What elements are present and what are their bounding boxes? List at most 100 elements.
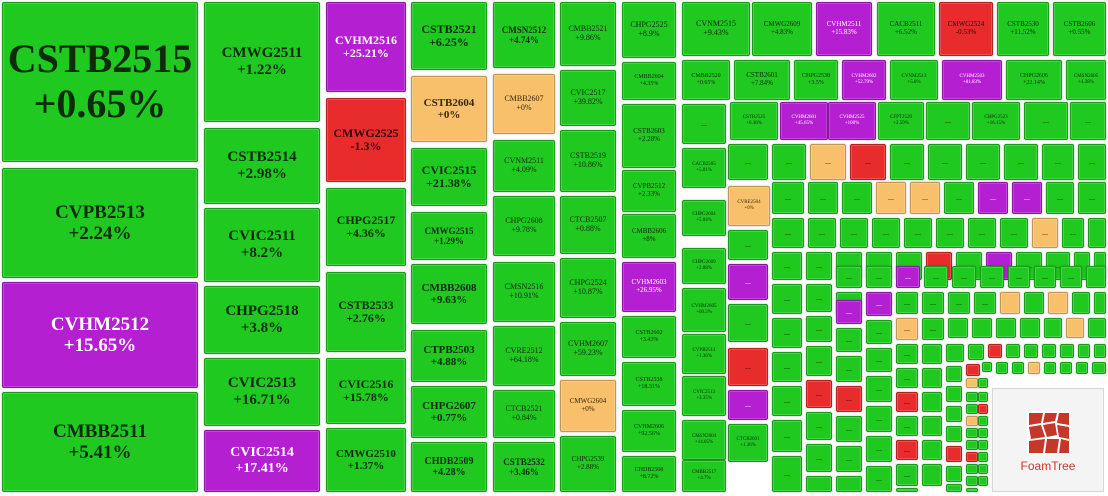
tile-collapsed-85[interactable]	[996, 318, 1016, 338]
tile-cmsn2512[interactable]: CMSN2512 +4.74%	[493, 2, 555, 68]
tile-collapsed-112[interactable]	[966, 364, 980, 376]
tile-cvic2516[interactable]: CVIC2516 +15.78%	[326, 358, 406, 424]
tile-collapsed-98[interactable]	[988, 344, 1002, 358]
tile-collapsed-135[interactable]	[922, 416, 942, 436]
tile-collapsed-86[interactable]	[1020, 318, 1040, 338]
tile-cfpt2520[interactable]: CFPT2520 +2.59%	[878, 102, 924, 140]
tile-collapsed-28[interactable]: ...	[872, 218, 900, 248]
tile-collapsed-54[interactable]: ...	[896, 266, 920, 288]
tile-cvic2514[interactable]: CVIC2514 +17.41%	[204, 430, 320, 492]
tile-collapsed-129[interactable]	[966, 392, 978, 402]
tile-cstb2521[interactable]: CSTB2521 +6.25%	[411, 2, 487, 70]
tile-cmbb2608[interactable]: CMBB2608 +9.63%	[411, 264, 487, 324]
tile-cstb2514[interactable]: CSTB2514 +2.98%	[204, 128, 320, 204]
tile-chdb2509[interactable]: CHDB2509 +4.28%	[411, 442, 487, 492]
tile-collapsed-19[interactable]: ...	[944, 182, 974, 214]
tile-collapsed-149[interactable]: ...	[896, 464, 918, 486]
tile-cmbb2517[interactable]: CMBB2517 +4.7%	[682, 460, 726, 492]
tile-chpg2525[interactable]: CHPG2525 +8.9%	[622, 2, 676, 58]
tile-collapsed-26[interactable]: ...	[808, 218, 836, 248]
tile-chpg2523[interactable]: CHPG2523 +16.15%	[972, 102, 1020, 140]
tile-cvre2504[interactable]: CVRE2504 +0%	[728, 186, 770, 226]
tile-collapsed-25[interactable]: ...	[772, 218, 804, 248]
tile-collapsed-16[interactable]: ...	[842, 182, 872, 214]
tile-cmbb2604[interactable]: CMBB2604 +4.35%	[622, 62, 676, 100]
tile-cvhm2511[interactable]: CVHM2511 +15.83%	[816, 2, 872, 56]
tile-collapsed-94[interactable]: ...	[896, 344, 918, 364]
tile-collapsed-21[interactable]: ...	[1012, 182, 1042, 214]
tile-cvpb2513[interactable]: CVPB2513 +2.24%	[2, 168, 198, 278]
tile-collapsed-91[interactable]: ...	[806, 380, 832, 408]
tile-collapsed-78[interactable]: ...	[806, 346, 832, 376]
tile-cvic2513[interactable]: CVIC2513 +3.35%	[682, 376, 726, 416]
tile-collapsed-27[interactable]: ...	[840, 218, 868, 248]
tile-chpg2517[interactable]: CHPG2517 +4.36%	[326, 188, 406, 266]
tile-collapsed-8[interactable]: ...	[890, 144, 924, 180]
tile-collapsed-128[interactable]	[966, 378, 978, 388]
tile-collapsed-58[interactable]: ...	[1008, 266, 1030, 288]
tile-cmbb2521[interactable]: CMBB2521 +9.86%	[560, 2, 616, 66]
tile-collapsed-114[interactable]	[996, 362, 1008, 374]
tile-collapsed-144[interactable]	[946, 426, 962, 442]
tile-collapsed-102[interactable]	[1060, 344, 1074, 358]
tile-chpg2518[interactable]: CHPG2518 +3.8%	[204, 286, 320, 354]
tile-collapsed-53[interactable]: ...	[866, 266, 892, 288]
tile-collapsed-75[interactable]	[1094, 292, 1106, 314]
tile-chpg2604[interactable]: CHPG2604 +5.04%	[682, 200, 726, 236]
tile-collapsed-107[interactable]: ...	[836, 356, 862, 382]
tile-collapsed-139[interactable]	[966, 440, 978, 450]
tile-collapsed-154[interactable]	[978, 392, 988, 402]
tile-collapsed-164[interactable]	[966, 488, 978, 492]
tile-collapsed-100[interactable]	[1024, 344, 1038, 358]
tile-cmwg2510[interactable]: CMWG2510 +1.37%	[326, 428, 406, 492]
tile-cstb2519[interactable]: CSTB2519 +10.86%	[560, 130, 616, 192]
tile-cvhm2512[interactable]: CVHM2512 +15.65%	[2, 282, 198, 388]
tile-collapsed-49[interactable]: ...	[728, 304, 768, 342]
tile-collapsed-17[interactable]: ...	[876, 182, 906, 214]
tile-collapsed-117[interactable]	[1044, 362, 1056, 374]
tile-chpg2538[interactable]: CHPG2538 +3.5%	[794, 60, 838, 100]
tile-cmbb2606[interactable]: CMBB2606 +8%	[622, 214, 676, 258]
tile-collapsed-15[interactable]: ...	[808, 182, 838, 214]
tile-collapsed-140[interactable]: ...	[836, 446, 862, 472]
tile-collapsed-30[interactable]: ...	[936, 218, 964, 248]
tile-collapsed-95[interactable]	[922, 344, 942, 364]
tile-collapsed-105[interactable]: ...	[772, 420, 802, 452]
tile-collapsed-122[interactable]: ...	[806, 444, 832, 472]
tile-chpg2524[interactable]: CHPG2524 +10.87%	[560, 258, 616, 318]
tile-cvhm2602[interactable]: CVHM2602 +52.79%	[842, 60, 886, 100]
tile-collapsed-31[interactable]: ...	[968, 218, 996, 248]
tile-collapsed-123[interactable]: ...	[836, 386, 862, 412]
tile-cstb2532[interactable]: CSTB2532 +3.46%	[493, 442, 555, 492]
tile-chdb2508[interactable]: CHDB2508 +8.72%	[622, 456, 676, 492]
tile-cstb2530[interactable]: CSTB2530 +11.52%	[997, 2, 1049, 56]
tile-collapsed-6[interactable]: ...	[810, 144, 846, 180]
tile-collapsed-145[interactable]	[966, 452, 978, 462]
tile-collapsed-113[interactable]	[982, 362, 992, 372]
tile-cvre2512[interactable]: CVRE2512 +64.18%	[493, 326, 555, 386]
tile-collapsed-120[interactable]	[1092, 362, 1106, 374]
tile-chpg2608[interactable]: CHPG2608 +9.78%	[493, 196, 555, 256]
tile-collapsed-99[interactable]	[1006, 344, 1020, 358]
tile-cmwg2511[interactable]: CMWG2511 +1.22%	[204, 2, 320, 122]
tile-collapsed-67[interactable]: ...	[896, 292, 918, 314]
tile-collapsed-33[interactable]: ...	[1032, 218, 1058, 248]
tile-collapsed-153[interactable]	[978, 378, 988, 388]
tile-cvhm2601[interactable]: CVHM2601 +45.65%	[780, 102, 828, 140]
tile-collapsed-61[interactable]	[1086, 266, 1106, 288]
tile-collapsed-71[interactable]	[1000, 292, 1020, 314]
tile-cstb2603[interactable]: CSTB2603 +2.28%	[622, 104, 676, 168]
tile-cmwg2609[interactable]: CMWG2609 +4.83%	[752, 2, 812, 56]
tile-cstb2533[interactable]: CSTB2533 +2.76%	[326, 272, 406, 352]
tile-cmsn2516[interactable]: CMSN2516 +10.91%	[493, 262, 555, 322]
tile-collapsed-124[interactable]: ...	[866, 406, 892, 432]
tile-collapsed-125[interactable]: ...	[896, 392, 918, 412]
tile-cvic2517[interactable]: CVIC2517 +39.82%	[560, 70, 616, 126]
tile-collapsed-160[interactable]	[978, 464, 988, 474]
tile-cvhm2605[interactable]: CVHM2605 +60.3%	[682, 288, 726, 332]
tile-collapsed-38[interactable]: ...	[806, 252, 832, 280]
tile-collapsed-18[interactable]: ...	[910, 182, 940, 214]
tile-collapsed-9[interactable]: ...	[928, 144, 962, 180]
tile-collapsed-142[interactable]: ...	[896, 440, 918, 460]
tile-collapsed-72[interactable]	[1024, 292, 1044, 314]
